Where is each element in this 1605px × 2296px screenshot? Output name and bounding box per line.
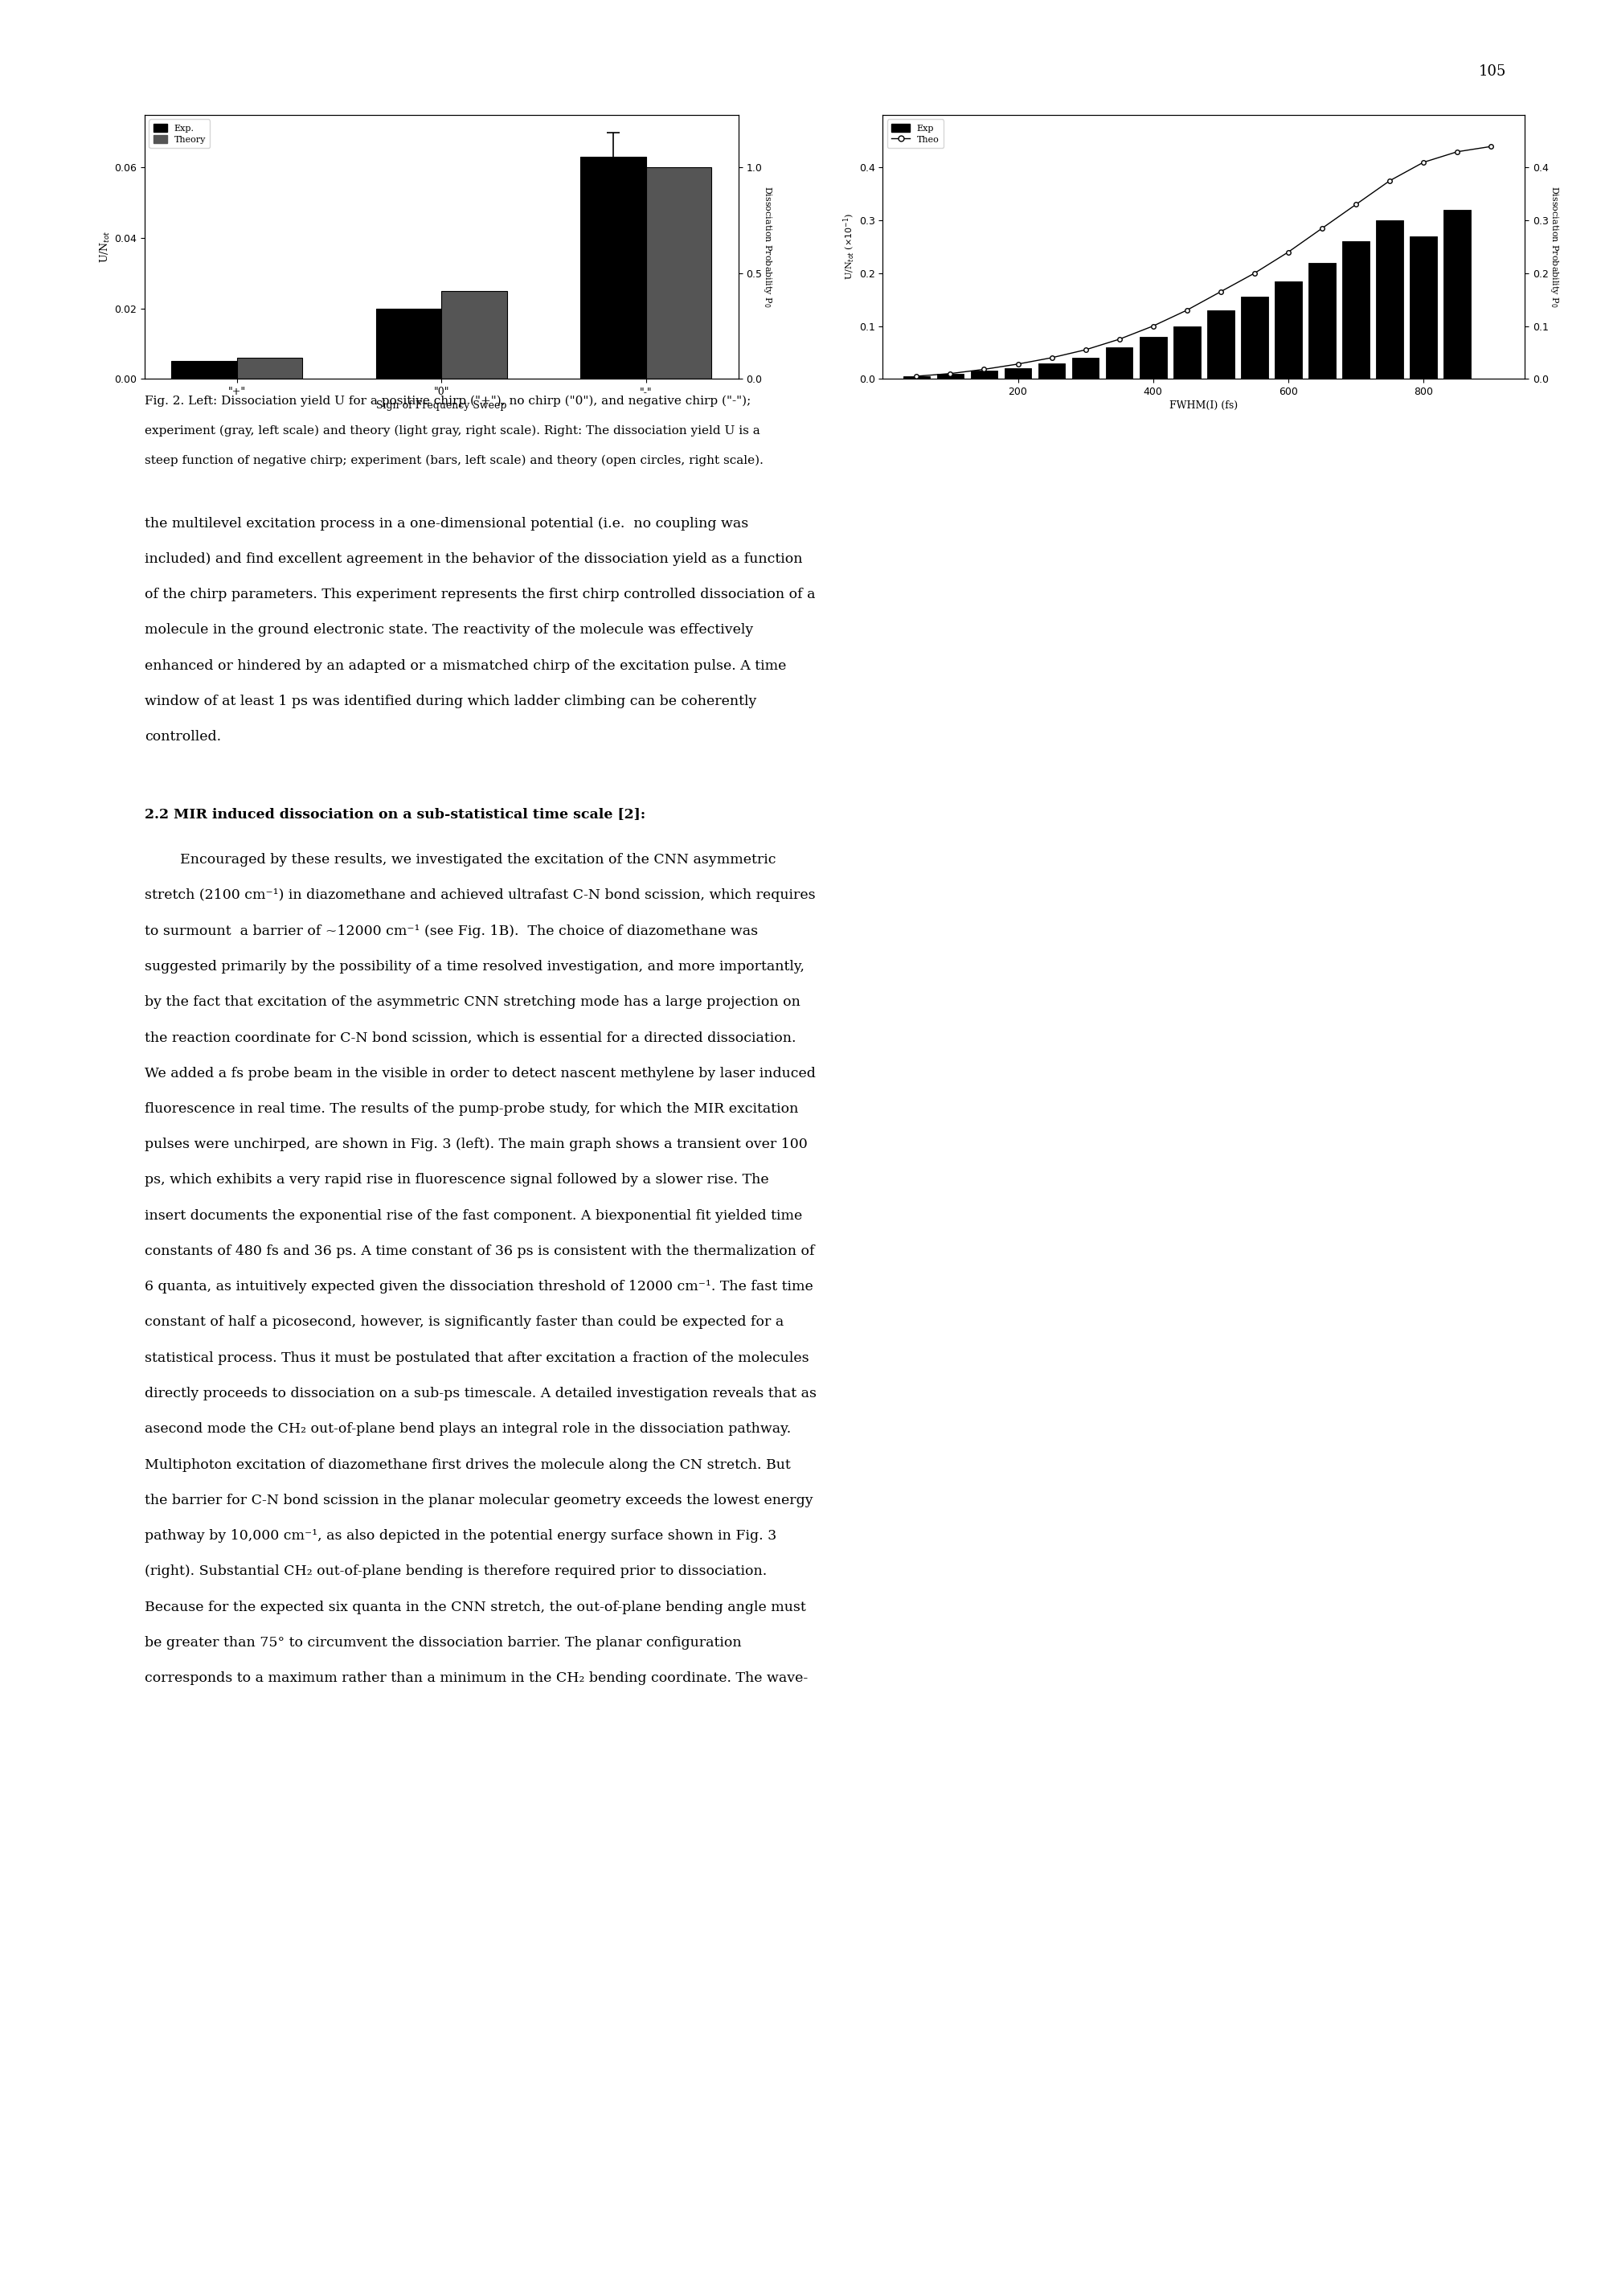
Text: the multilevel excitation process in a one-dimensional potential (i.e.  no coupl: the multilevel excitation process in a o… bbox=[144, 517, 748, 530]
Text: constants of 480 fs and 36 ps. A time constant of 36 ps is consistent with the t: constants of 480 fs and 36 ps. A time co… bbox=[144, 1244, 814, 1258]
Text: 105: 105 bbox=[1478, 64, 1507, 78]
Bar bbox=[645, 168, 711, 379]
Bar bbox=[238, 358, 302, 379]
Bar bbox=[1443, 209, 1470, 379]
Bar bbox=[376, 308, 441, 379]
Text: fluorescence in real time. The results of the pump-probe study, for which the MI: fluorescence in real time. The results o… bbox=[144, 1102, 798, 1116]
Bar bbox=[1342, 241, 1369, 379]
Text: pathway by 10,000 cm⁻¹, as also depicted in the potential energy surface shown i: pathway by 10,000 cm⁻¹, as also depicted… bbox=[144, 1529, 777, 1543]
X-axis label: Sign of Frequency Sweep: Sign of Frequency Sweep bbox=[376, 400, 507, 411]
Bar bbox=[1241, 296, 1268, 379]
Text: asecond mode the CH₂ out-of-plane bend plays an integral role in the dissociatio: asecond mode the CH₂ out-of-plane bend p… bbox=[144, 1424, 791, 1435]
Text: corresponds to a maximum rather than a minimum in the CH₂ bending coordinate. Th: corresponds to a maximum rather than a m… bbox=[144, 1671, 807, 1685]
Text: window of at least 1 ps was identified during which ladder climbing can be coher: window of at least 1 ps was identified d… bbox=[144, 693, 756, 707]
Text: statistical process. Thus it must be postulated that after excitation a fraction: statistical process. Thus it must be pos… bbox=[144, 1350, 809, 1364]
Y-axis label: Dissociation Probability P$_0$: Dissociation Probability P$_0$ bbox=[1549, 186, 1560, 308]
Bar bbox=[1140, 338, 1167, 379]
Legend: Exp., Theory: Exp., Theory bbox=[149, 119, 210, 149]
Text: (right). Substantial CH₂ out-of-plane bending is therefore required prior to dis: (right). Substantial CH₂ out-of-plane be… bbox=[144, 1566, 767, 1577]
Text: pulses were unchirped, are shown in Fig. 3 (left). The main graph shows a transi: pulses were unchirped, are shown in Fig.… bbox=[144, 1139, 807, 1150]
Text: experiment (gray, left scale) and theory (light gray, right scale). Right: The d: experiment (gray, left scale) and theory… bbox=[144, 425, 759, 436]
Bar bbox=[1173, 326, 1201, 379]
Text: included) and find excellent agreement in the behavior of the dissociation yield: included) and find excellent agreement i… bbox=[144, 551, 803, 565]
Text: directly proceeds to dissociation on a sub-ps timescale. A detailed investigatio: directly proceeds to dissociation on a s… bbox=[144, 1387, 817, 1401]
Bar bbox=[971, 372, 998, 379]
Text: controlled.: controlled. bbox=[144, 730, 221, 744]
Bar bbox=[1207, 310, 1234, 379]
Text: enhanced or hindered by an adapted or a mismatched chirp of the excitation pulse: enhanced or hindered by an adapted or a … bbox=[144, 659, 786, 673]
Text: suggested primarily by the possibility of a time resolved investigation, and mor: suggested primarily by the possibility o… bbox=[144, 960, 804, 974]
Y-axis label: U/N$_{tot}$ ($\times10^{-1}$): U/N$_{tot}$ ($\times10^{-1}$) bbox=[843, 214, 857, 280]
Bar bbox=[1409, 236, 1436, 379]
Text: Because for the expected six quanta in the CNN stretch, the out-of-plane bending: Because for the expected six quanta in t… bbox=[144, 1600, 806, 1614]
Text: We added a fs probe beam in the visible in order to detect nascent methylene by : We added a fs probe beam in the visible … bbox=[144, 1065, 815, 1079]
Text: 6 quanta, as intuitively expected given the dissociation threshold of 12000 cm⁻¹: 6 quanta, as intuitively expected given … bbox=[144, 1281, 812, 1293]
Text: Fig. 2. Left: Dissociation yield U for a positive chirp ("+"), no chirp ("0"), a: Fig. 2. Left: Dissociation yield U for a… bbox=[144, 395, 751, 406]
Bar bbox=[581, 156, 645, 379]
X-axis label: FWHM(I) (fs): FWHM(I) (fs) bbox=[1170, 400, 1237, 411]
Bar bbox=[172, 360, 238, 379]
Text: Multiphoton excitation of diazomethane first drives the molecule along the CN st: Multiphoton excitation of diazomethane f… bbox=[144, 1458, 790, 1472]
Bar bbox=[1106, 347, 1133, 379]
Text: 2.2 MIR induced dissociation on a sub-statistical time scale [2]:: 2.2 MIR induced dissociation on a sub-st… bbox=[144, 808, 645, 820]
Text: molecule in the ground electronic state. The reactivity of the molecule was effe: molecule in the ground electronic state.… bbox=[144, 622, 753, 636]
Text: stretch (2100 cm⁻¹) in diazomethane and achieved ultrafast C-N bond scission, wh: stretch (2100 cm⁻¹) in diazomethane and … bbox=[144, 889, 815, 902]
Bar bbox=[1308, 262, 1335, 379]
Bar bbox=[904, 377, 929, 379]
Bar bbox=[937, 374, 965, 379]
Text: constant of half a picosecond, however, is significantly faster than could be ex: constant of half a picosecond, however, … bbox=[144, 1316, 783, 1329]
Text: be greater than 75° to circumvent the dissociation barrier. The planar configura: be greater than 75° to circumvent the di… bbox=[144, 1635, 742, 1649]
Bar bbox=[1375, 220, 1403, 379]
Text: insert documents the exponential rise of the fast component. A biexponential fit: insert documents the exponential rise of… bbox=[144, 1210, 803, 1221]
Text: steep function of negative chirp; experiment (bars, left scale) and theory (open: steep function of negative chirp; experi… bbox=[144, 455, 764, 466]
Text: to surmount  a barrier of ~12000 cm⁻¹ (see Fig. 1B).  The choice of diazomethane: to surmount a barrier of ~12000 cm⁻¹ (se… bbox=[144, 925, 758, 937]
Y-axis label: Dissociation Probability P$_0$: Dissociation Probability P$_0$ bbox=[762, 186, 774, 308]
Text: the reaction coordinate for C-N bond scission, which is essential for a directed: the reaction coordinate for C-N bond sci… bbox=[144, 1031, 796, 1045]
Legend: Exp, Theo: Exp, Theo bbox=[888, 119, 944, 149]
Bar bbox=[1274, 280, 1302, 379]
Text: Encouraged by these results, we investigated the excitation of the CNN asymmetri: Encouraged by these results, we investig… bbox=[144, 854, 775, 866]
Text: by the fact that excitation of the asymmetric CNN stretching mode has a large pr: by the fact that excitation of the asymm… bbox=[144, 996, 801, 1008]
Bar bbox=[1038, 363, 1066, 379]
Bar bbox=[441, 292, 507, 379]
Bar bbox=[1072, 358, 1099, 379]
Y-axis label: U/N$_{tot}$: U/N$_{tot}$ bbox=[100, 230, 112, 264]
Text: the barrier for C-N bond scission in the planar molecular geometry exceeds the l: the barrier for C-N bond scission in the… bbox=[144, 1495, 812, 1506]
Text: of the chirp parameters. This experiment represents the first chirp controlled d: of the chirp parameters. This experiment… bbox=[144, 588, 815, 602]
Text: ps, which exhibits a very rapid rise in fluorescence signal followed by a slower: ps, which exhibits a very rapid rise in … bbox=[144, 1173, 769, 1187]
Bar bbox=[1005, 367, 1032, 379]
